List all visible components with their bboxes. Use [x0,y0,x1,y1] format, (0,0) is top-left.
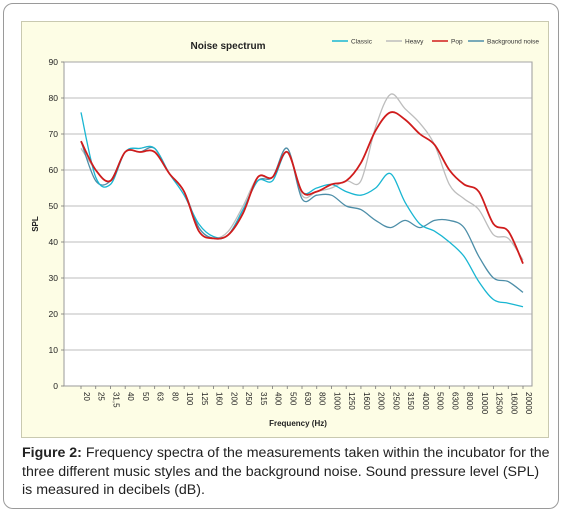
x-tick-label: 3150 [406,392,415,410]
x-tick-label: 250 [244,392,253,406]
x-tick-label: 31,5 [111,392,120,408]
x-tick-label: 1600 [362,392,371,410]
y-tick-label: 60 [49,165,59,175]
x-tick-label: 16000 [509,392,518,415]
y-tick-label: 10 [49,345,59,355]
x-tick-label: 1000 [332,392,341,410]
x-tick-label: 20 [82,392,91,401]
x-tick-label: 50 [141,392,150,401]
legend-label: Heavy [405,39,424,46]
x-tick-label: 160 [215,392,224,406]
x-tick-label: 63 [156,392,165,401]
figure-caption: Figure 2: Frequency spectra of the measu… [22,444,552,500]
x-tick-label: 500 [288,392,297,406]
x-tick-label: 4000 [421,392,430,410]
y-tick-label: 50 [49,201,59,211]
x-tick-label: 80 [170,392,179,401]
x-tick-label: 1250 [347,392,356,410]
y-tick-label: 40 [49,237,59,247]
y-tick-label: 0 [53,381,58,391]
noise-spectrum-chart: 0 10 20 30 40 50 60 70 80 90 20 25 31,5 40 50 63 80 100 12… [31,39,539,429]
series-line-pop [80,111,524,264]
legend-label: Pop [451,39,463,46]
x-tick-label: 10000 [480,392,489,415]
x-tick-label: 5000 [436,392,445,410]
x-tick-label: 2000 [377,392,386,410]
chart-title: Noise spectrum [190,41,265,52]
plot-area [63,61,533,387]
chart-panel: 0 10 20 30 40 50 60 70 80 90 20 25 31,5 40 50 63 80 100 12… [21,21,549,438]
x-tick-label: 8000 [465,392,474,410]
legend-label: Background noise [487,39,539,46]
x-tick-label: 25 [97,392,106,401]
figure-frame: 0 10 20 30 40 50 60 70 80 90 20 25 31,5 40 50 63 80 100 12… [3,3,559,509]
y-tick-label: 20 [49,309,59,319]
x-tick-label: 125 [200,392,209,406]
y-tick-label: 70 [49,129,59,139]
y-tick-label: 90 [49,57,59,67]
x-tick-label: 6300 [450,392,459,410]
x-tick-label: 40 [126,392,135,401]
x-tick-label: 2500 [391,392,400,410]
x-tick-label: 12500 [495,392,504,415]
y-axis-title: SPL [31,216,40,232]
legend-label: Classic [351,39,373,46]
x-axis-title: Frequency (Hz) [269,419,327,428]
x-tick-label: 800 [318,392,327,406]
y-tick-label: 80 [49,93,59,103]
x-tick-label: 315 [259,392,268,406]
caption-label: Figure 2: [22,445,82,461]
x-tick-label: 400 [274,392,283,406]
x-tick-label: 200 [229,392,238,406]
caption-text: Frequency spectra of the measurements ta… [22,445,550,498]
x-tick-label: 630 [303,392,312,406]
x-tick-label: 20000 [524,392,533,415]
y-tick-label: 30 [49,273,59,283]
x-tick-label: 100 [185,392,194,406]
